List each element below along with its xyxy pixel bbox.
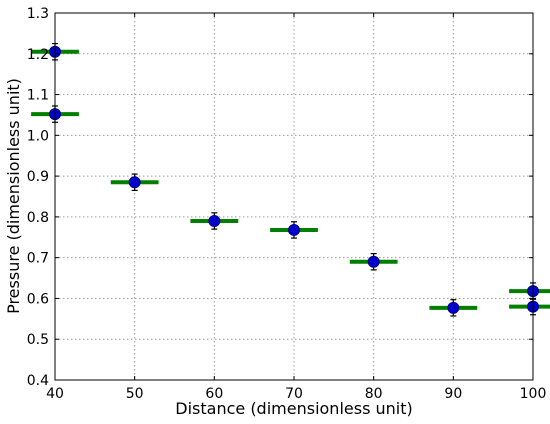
data-point <box>128 176 141 189</box>
y-tick-labels: 0.4 0.5 0.6 0.7 0.8 0.9 1.0 1.1 1.2 1.3 <box>27 6 49 389</box>
data-point <box>208 214 221 227</box>
plot-background <box>55 13 533 380</box>
axis-ticks <box>54 12 534 381</box>
x-tick-label: 100 <box>520 386 547 402</box>
y-tick-label: 0.9 <box>27 169 49 185</box>
data-markers <box>49 45 539 314</box>
data-point <box>288 223 300 236</box>
y-tick-label: 0.8 <box>27 210 49 226</box>
data-point <box>367 255 380 268</box>
y-tick-label: 1.2 <box>27 47 49 63</box>
x-tick-label: 90 <box>444 386 462 402</box>
y-tick-label: 0.6 <box>27 291 49 307</box>
data-point <box>447 301 460 314</box>
y-axis-label: Pressure (dimensionless unit) <box>4 78 23 314</box>
x-axis-label: Distance (dimensionless unit) <box>175 399 412 418</box>
x-tick-labels: 40 50 60 70 80 90 100 <box>46 386 546 402</box>
y-tick-label: 1.3 <box>27 6 49 22</box>
x-tick-label: 80 <box>365 386 383 402</box>
x-tick-label: 70 <box>285 386 303 402</box>
x-tick-label: 60 <box>205 386 223 402</box>
y-tick-label: 1.1 <box>27 88 49 104</box>
y-tick-label: 1.0 <box>27 128 49 144</box>
x-tick-label: 50 <box>126 386 144 402</box>
y-tick-label: 0.4 <box>27 373 49 389</box>
y-tick-label: 0.7 <box>27 251 49 267</box>
y-tick-label: 0.5 <box>27 332 49 348</box>
x-tick-label: 40 <box>46 386 64 402</box>
